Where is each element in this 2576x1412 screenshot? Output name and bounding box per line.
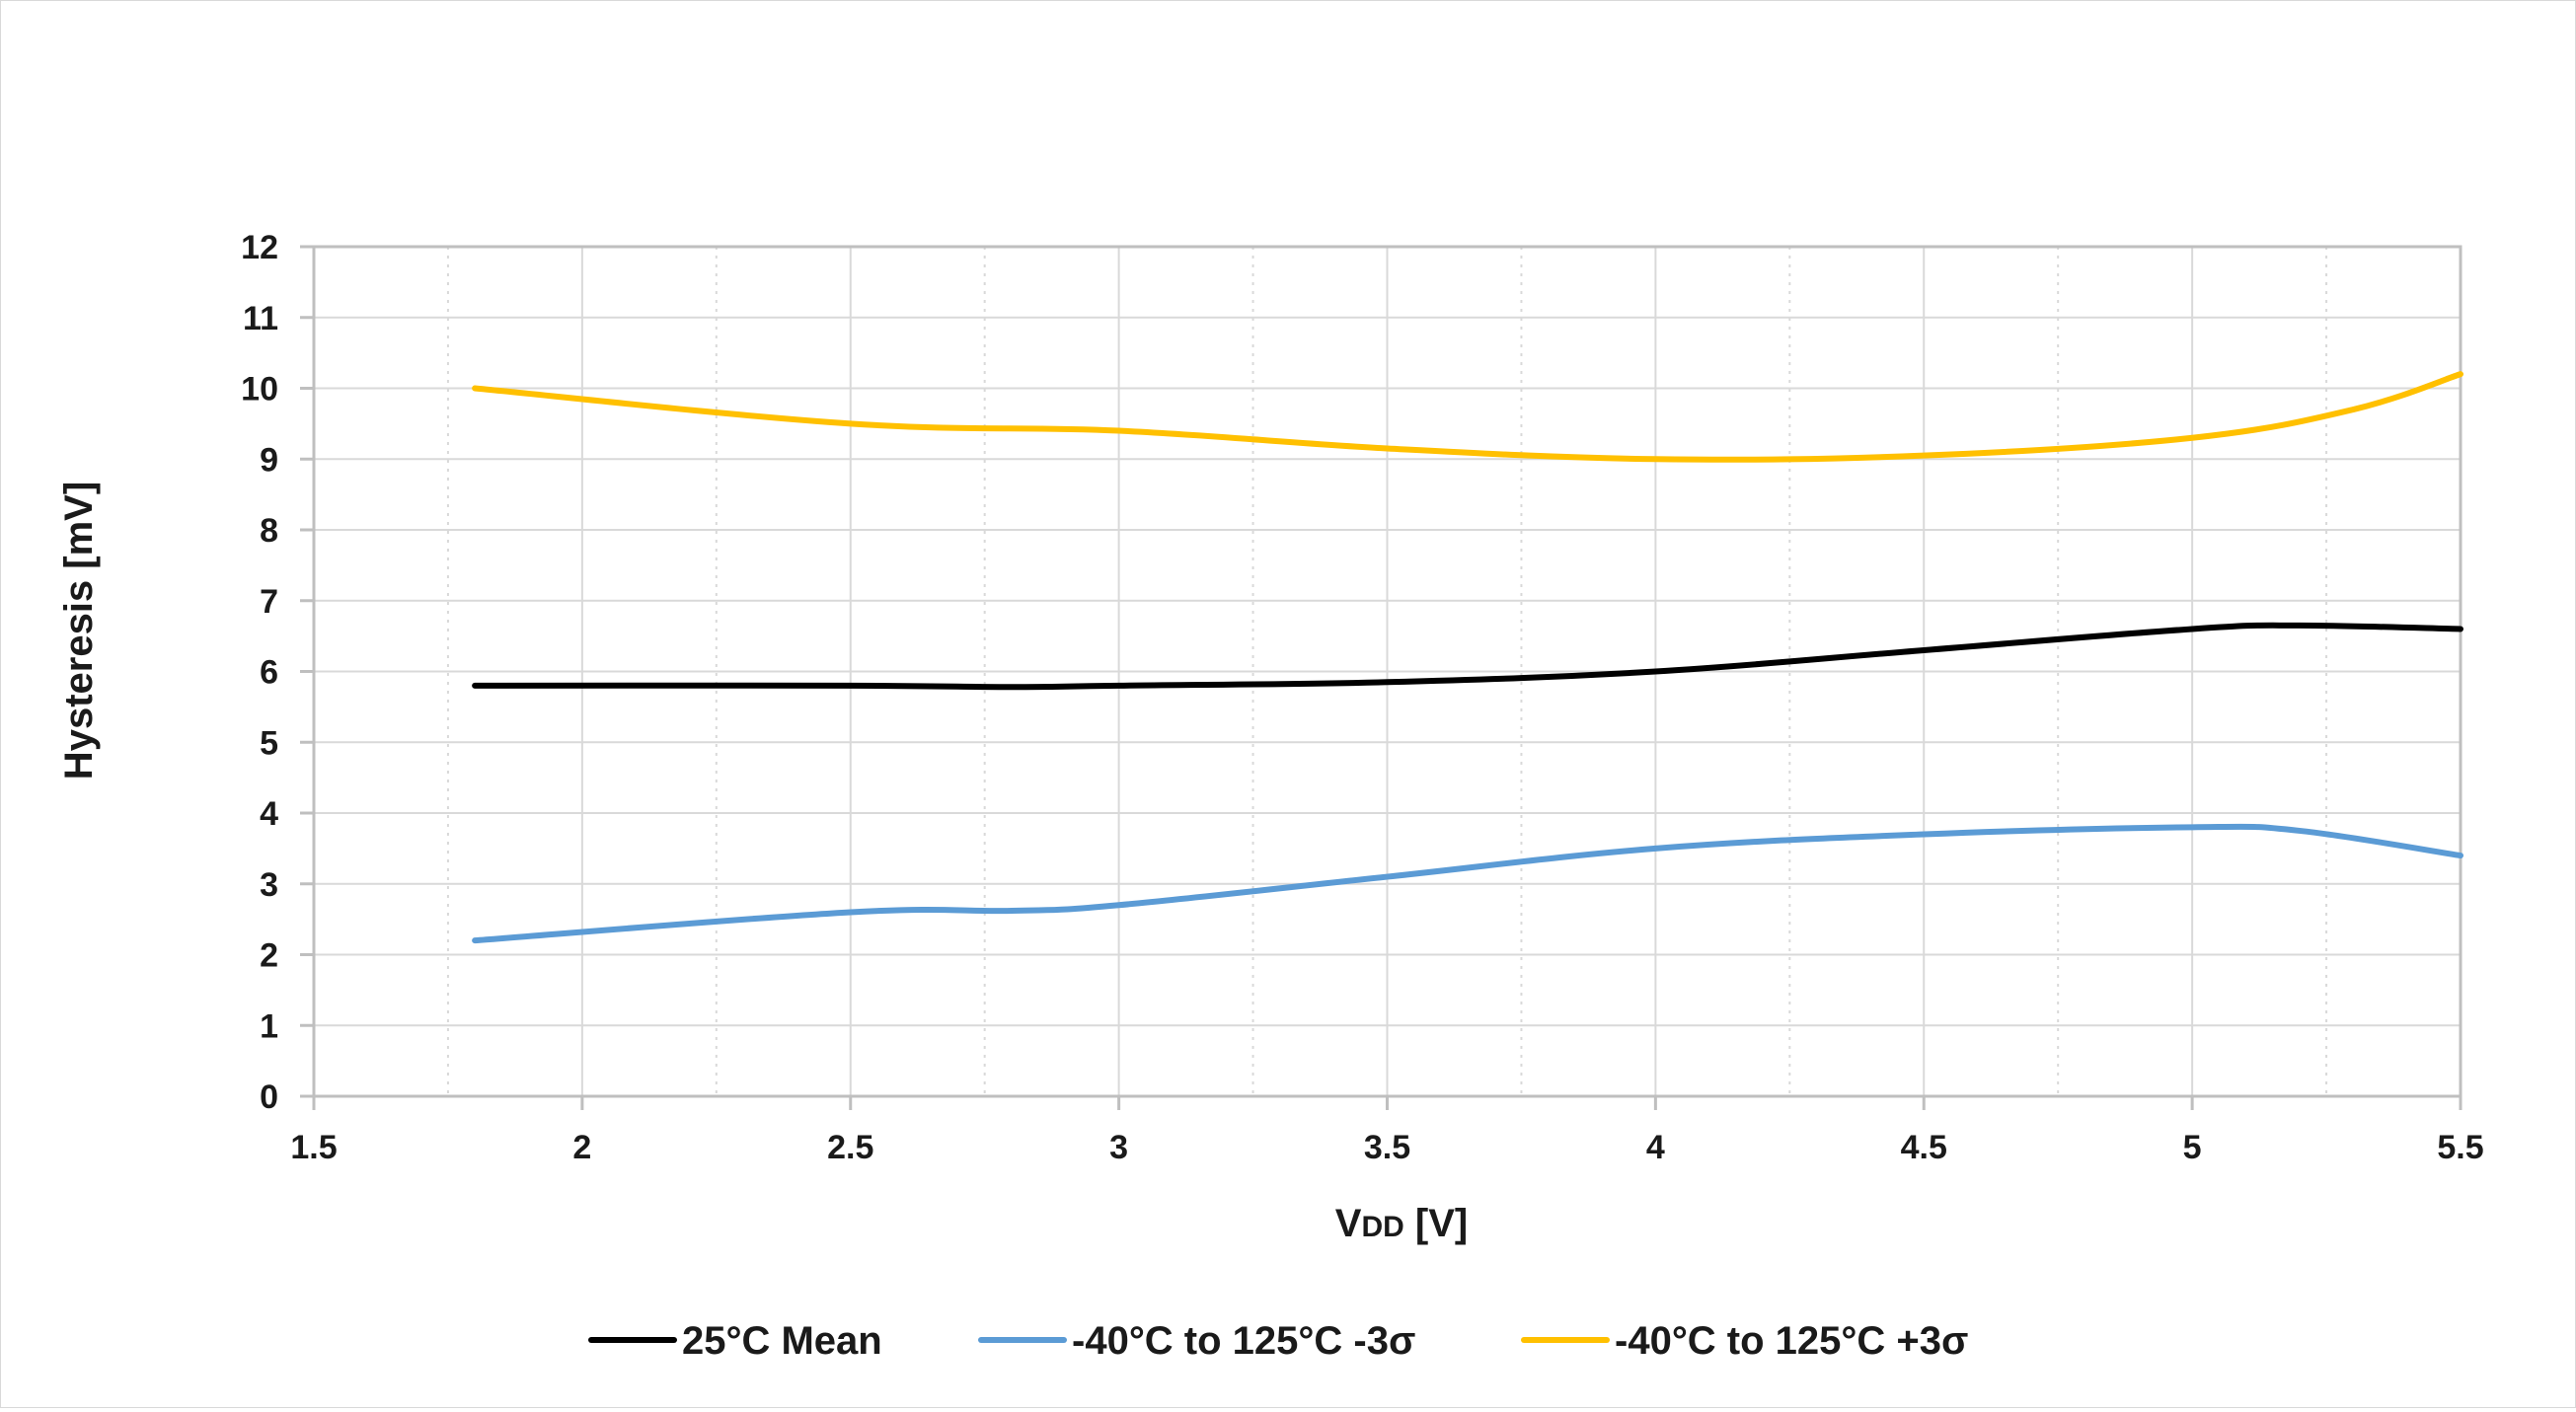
y-tick-label: 9 [260,441,278,479]
legend: 25°C Mean -40°C to 125°C -3σ -40°C to 125°… [588,1319,1968,1363]
x-axis-title: VDD [V] [1335,1202,1468,1245]
x-tick-label: 1.5 [290,1129,337,1166]
series-line-mean-25c [472,622,2463,691]
legend-item-mean-25c: 25°C Mean [588,1319,882,1363]
series-layer [472,371,2463,944]
x-tick-label: 3 [1109,1129,1128,1166]
x-tick-label: 5.5 [2437,1129,2483,1166]
y-tick-label: 11 [243,300,278,337]
x-axis-title-unit: [V] [1404,1202,1468,1245]
legend-item-plus-3sigma: -40°C to 125°C +3σ [1521,1319,1968,1363]
y-tick-label: 6 [260,654,278,692]
x-tick-label: 2.5 [827,1129,873,1166]
y-tick-label: 5 [260,724,278,762]
grid-layer [312,245,2462,1098]
y-tick-label: 10 [241,371,278,409]
y-tick-label: 2 [260,937,278,975]
x-tick-label: 4.5 [1901,1129,1947,1166]
x-tick-label: 2 [572,1129,591,1166]
y-tick-label: 12 [241,229,278,266]
y-tick-label: 4 [260,795,278,833]
y-tick-label: 3 [260,866,278,904]
legend-label: -40°C to 125°C +3σ [1615,1319,1968,1363]
x-axis-title-subscript: DD [1361,1211,1403,1243]
legend-label: -40°C to 125°C -3σ [1072,1319,1415,1363]
series-line-minus-3sigma [472,823,2463,944]
y-tick-label: 7 [260,583,278,621]
y-tick-label: 8 [260,512,278,550]
legend-label: 25°C Mean [682,1319,882,1363]
x-tick-label: 4 [1646,1129,1665,1166]
series-line-plus-3sigma [472,371,2463,463]
label-layer: VDD [V] Hysteresis [mV] [57,482,1468,1245]
y-axis-title: Hysteresis [mV] [57,482,101,780]
y-tick-label: 0 [260,1078,278,1116]
x-axis-title-main: V [1335,1202,1362,1245]
x-tick-label: 3.5 [1364,1129,1410,1166]
legend-item-minus-3sigma: -40°C to 125°C -3σ [978,1319,1415,1363]
x-tick-label: 5 [2183,1129,2202,1166]
y-tick-label: 1 [260,1007,278,1045]
